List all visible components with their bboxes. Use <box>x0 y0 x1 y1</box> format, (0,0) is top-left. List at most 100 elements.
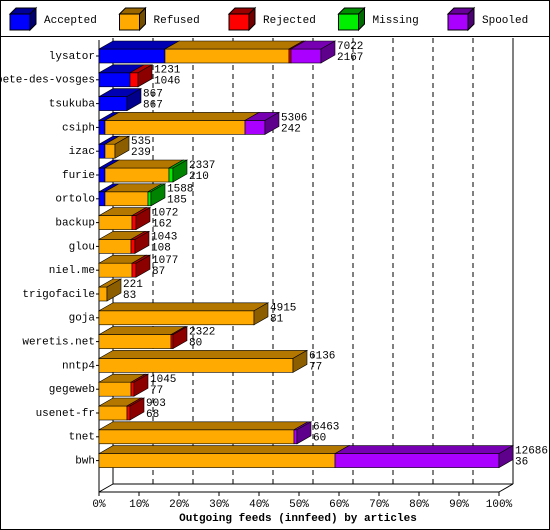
value-label-lower: 239 <box>131 147 151 159</box>
legend-label: Missing <box>373 15 419 27</box>
x-tick-label: 10% <box>129 499 149 511</box>
x-tick-label: 80% <box>409 499 429 511</box>
legend-label: Spooled <box>482 15 528 27</box>
value-label-upper: 6463 <box>313 422 339 434</box>
value-label-upper: 2322 <box>189 327 215 339</box>
y-tick-label: trigofacile <box>22 289 95 301</box>
value-label-upper: 1045 <box>150 374 176 386</box>
bar-side <box>135 207 151 231</box>
bar-segment <box>98 262 133 278</box>
bar-side <box>129 397 145 421</box>
y-tick-label: furie <box>62 170 95 182</box>
value-label-upper: 1231 <box>154 65 181 77</box>
y-tick-label: lysator <box>49 51 95 63</box>
value-label-upper: 2337 <box>189 160 215 172</box>
legend-label: Rejected <box>263 15 316 27</box>
bar-side <box>106 278 122 302</box>
bar-segment-top <box>97 302 270 312</box>
bar-segment <box>104 167 170 183</box>
x-tick-label: 100% <box>486 499 513 511</box>
value-label-lower: 1046 <box>154 76 180 88</box>
value-label-lower: 77 <box>150 385 163 397</box>
bar-segment <box>98 215 133 230</box>
legend-swatch <box>338 13 359 31</box>
bar-side <box>498 445 514 469</box>
value-label-upper: 535 <box>131 136 151 148</box>
bar-segment <box>293 429 298 445</box>
bar-side <box>137 64 153 88</box>
value-label-upper: 867 <box>143 89 163 101</box>
bar-segment <box>244 120 266 135</box>
value-label-lower: 185 <box>167 195 187 207</box>
value-label-lower: 68 <box>146 409 159 421</box>
bar-segment <box>98 429 295 445</box>
bar-segment <box>98 72 131 88</box>
bar-segment <box>98 310 255 326</box>
bar-segment <box>98 358 294 373</box>
bar-segment <box>126 405 131 421</box>
bar-side <box>150 183 166 207</box>
value-label-upper: 1588 <box>167 184 193 196</box>
bar-side <box>114 135 130 159</box>
y-tick-label: ortolo <box>55 194 95 206</box>
bar-side <box>292 349 308 373</box>
bar-segment <box>131 215 137 230</box>
bar-segment <box>147 191 152 207</box>
value-label-lower: 210 <box>189 171 209 183</box>
y-tick-label: bwh <box>75 456 95 468</box>
bar-segment <box>104 120 246 135</box>
bar-segment <box>98 143 106 159</box>
bar-side <box>264 111 280 135</box>
value-label-lower: 36 <box>515 457 528 469</box>
bar-segment <box>130 381 135 397</box>
legend-swatch <box>228 13 250 31</box>
x-tick-label: 40% <box>249 499 269 511</box>
legend-swatch <box>9 13 31 31</box>
value-label-lower: 87 <box>152 266 165 278</box>
value-label-lower: 60 <box>313 433 326 445</box>
value-label-upper: 12686 <box>515 446 548 458</box>
value-label-lower: 83 <box>123 290 136 302</box>
value-label-lower: 242 <box>281 123 301 135</box>
value-label-lower: 2167 <box>337 52 363 64</box>
floor-left <box>98 483 114 493</box>
bar-segment <box>98 239 132 254</box>
bar-segment <box>130 239 136 254</box>
bar-side <box>172 159 188 183</box>
bar-side <box>320 40 336 64</box>
y-tick-label: glou <box>69 241 95 253</box>
value-label-upper: 221 <box>123 279 143 291</box>
bar-segment <box>104 191 149 207</box>
y-tick-label: bete-des-vosges <box>0 75 95 87</box>
bar-segment <box>290 48 322 64</box>
bar-segment <box>98 96 128 111</box>
bar-segment <box>98 453 336 468</box>
bar-segment-top <box>103 112 261 121</box>
bar-segment <box>98 381 132 397</box>
bar-side <box>253 302 269 326</box>
value-label-lower: 867 <box>143 100 163 112</box>
bar-segment-top <box>97 421 310 431</box>
value-label-upper: 6136 <box>309 350 335 362</box>
y-tick-label: tsukuba <box>49 99 96 111</box>
bar-segment <box>168 167 174 183</box>
bar-segment <box>334 453 500 468</box>
bar-segment-top <box>97 350 309 359</box>
value-label-upper: 1077 <box>152 255 178 267</box>
bar-segment-top <box>97 326 187 335</box>
legend-swatch <box>119 13 140 31</box>
bar-side <box>135 254 151 278</box>
y-tick-label: weretis.net <box>22 337 95 349</box>
bar-segment <box>164 48 290 64</box>
legend-label: Accepted <box>44 15 97 27</box>
x-tick-label: 60% <box>329 499 349 511</box>
value-label-upper: 903 <box>146 398 166 410</box>
bar-segment <box>104 143 116 159</box>
value-label-upper: 1043 <box>151 231 177 243</box>
value-label-upper: 4915 <box>270 303 296 315</box>
y-tick-label: nntp4 <box>62 360 95 372</box>
bar-side <box>133 373 149 397</box>
x-tick-label: 30% <box>209 499 229 511</box>
bar-side <box>134 230 150 254</box>
